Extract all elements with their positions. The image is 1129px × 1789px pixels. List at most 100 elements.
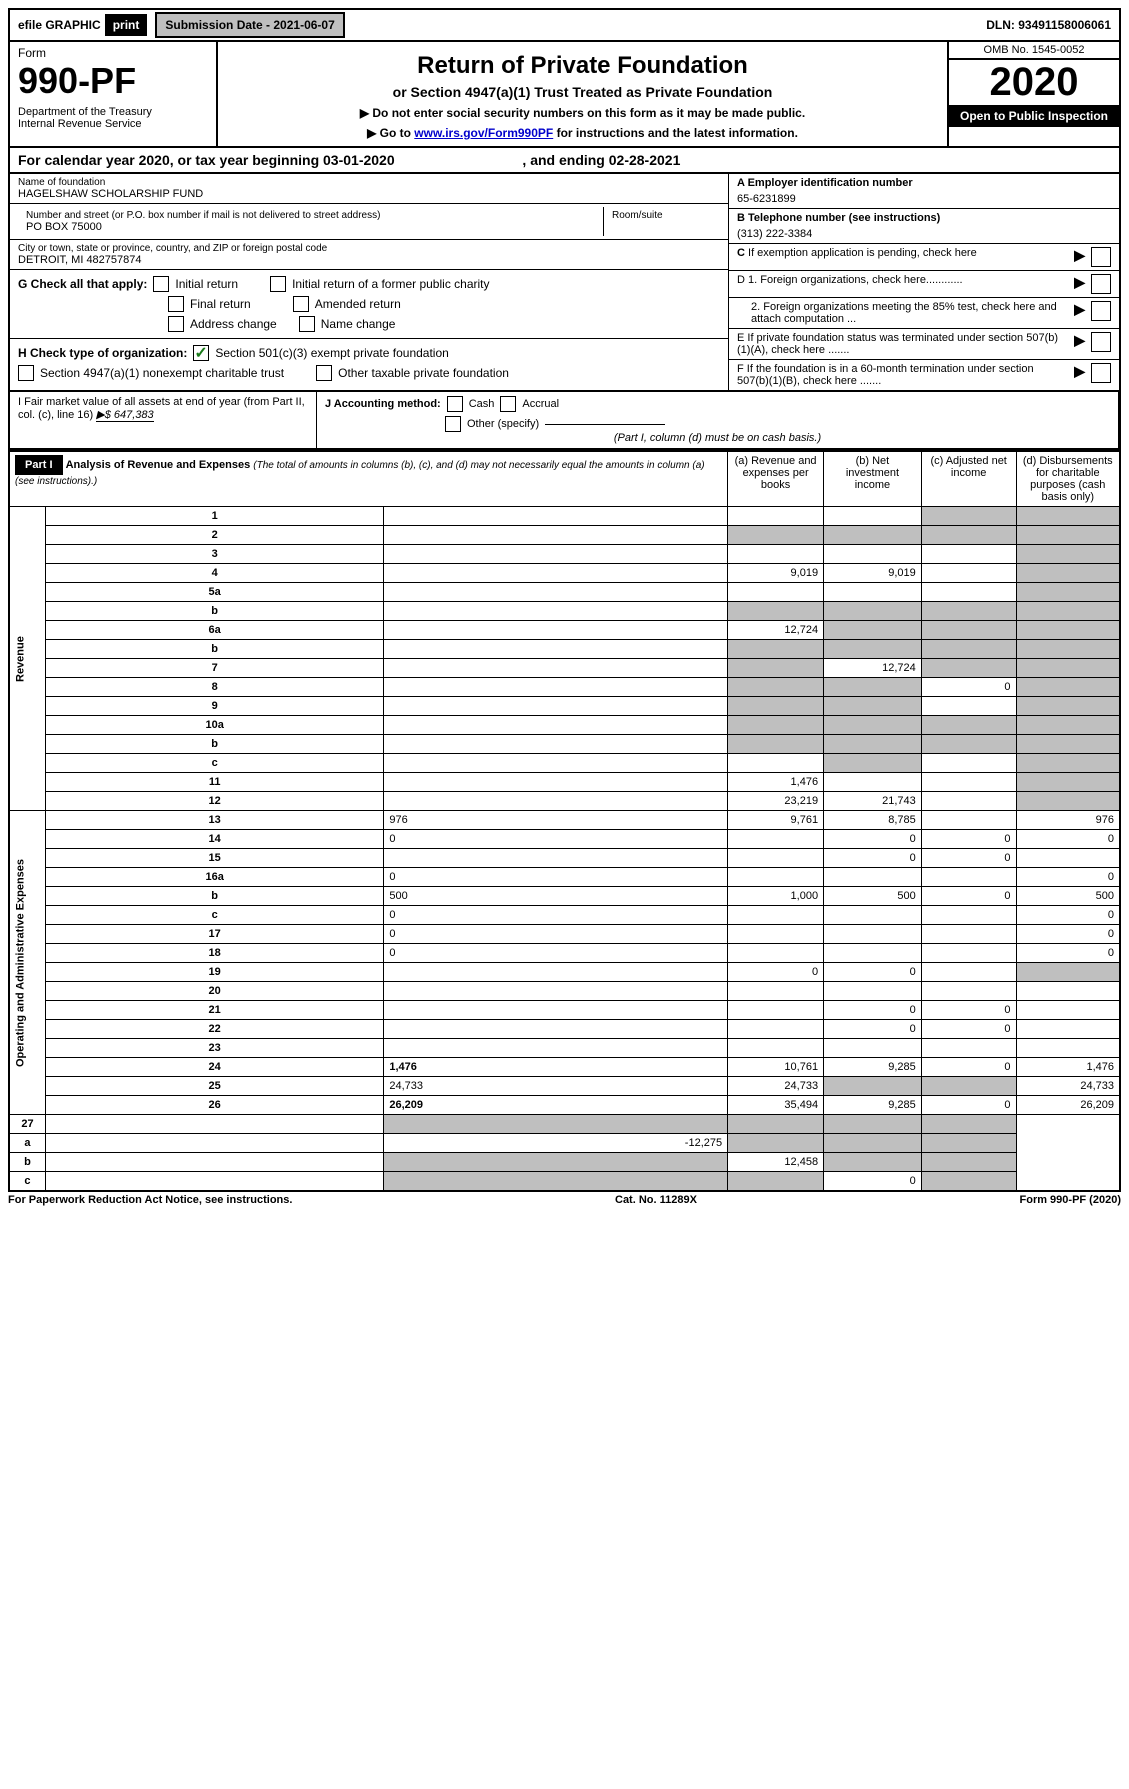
501c3-checkbox[interactable] <box>193 345 209 361</box>
value-cell: 976 <box>1016 811 1120 830</box>
final-return-checkbox[interactable] <box>168 296 184 312</box>
initial-former-label: Initial return of a former public charit… <box>292 277 489 291</box>
name-change-checkbox[interactable] <box>299 316 315 332</box>
line-description <box>384 602 728 621</box>
ein: 65-6231899 <box>737 189 1111 205</box>
initial-former-checkbox[interactable] <box>270 276 286 292</box>
value-cell <box>384 1153 728 1172</box>
top-bar: efile GRAPHIC print Submission Date - 20… <box>8 8 1121 42</box>
line-description: 0 <box>384 944 728 963</box>
line-description <box>384 1001 728 1020</box>
table-row: 21 0 0 <box>9 1001 1120 1020</box>
f-checkbox[interactable] <box>1091 363 1111 383</box>
accrual-label: Accrual <box>522 398 559 410</box>
c-checkbox[interactable] <box>1091 247 1111 267</box>
other-taxable-checkbox[interactable] <box>316 365 332 381</box>
value-cell <box>824 716 922 735</box>
line-number: 13 <box>45 811 383 830</box>
cash-checkbox[interactable] <box>447 396 463 412</box>
value-cell <box>1016 792 1120 811</box>
line-description <box>45 1115 383 1134</box>
table-row: 15 0 0 <box>9 849 1120 868</box>
d1-checkbox[interactable] <box>1091 274 1111 294</box>
value-cell <box>824 602 922 621</box>
initial-return-checkbox[interactable] <box>153 276 169 292</box>
value-cell <box>728 982 824 1001</box>
j-note: (Part I, column (d) must be on cash basi… <box>325 432 1110 444</box>
value-cell <box>824 982 922 1001</box>
entity-info: Name of foundation HAGELSHAW SCHOLARSHIP… <box>8 174 1121 392</box>
open-public: Open to Public Inspection <box>949 105 1119 127</box>
line-description <box>384 1020 728 1039</box>
value-cell <box>921 1115 1016 1134</box>
4947-label: Section 4947(a)(1) nonexempt charitable … <box>40 366 284 380</box>
addr-change-label: Address change <box>190 317 277 331</box>
table-row: 19 0 0 <box>9 963 1120 982</box>
other-method-checkbox[interactable] <box>445 416 461 432</box>
value-cell <box>1016 526 1120 545</box>
value-cell <box>1016 982 1120 1001</box>
table-row: 7 12,724 <box>9 659 1120 678</box>
value-cell <box>1016 602 1120 621</box>
amended-checkbox[interactable] <box>293 296 309 312</box>
value-cell <box>1016 507 1120 526</box>
value-cell: 0 <box>921 849 1016 868</box>
col-c: (c) Adjusted net income <box>921 451 1016 507</box>
table-row: b <box>9 735 1120 754</box>
value-cell <box>1016 963 1120 982</box>
value-cell: 9,761 <box>728 811 824 830</box>
addr-change-checkbox[interactable] <box>168 316 184 332</box>
footer-left: For Paperwork Reduction Act Notice, see … <box>8 1194 292 1206</box>
line-number: 27 <box>9 1115 45 1134</box>
line-description <box>384 507 728 526</box>
4947-checkbox[interactable] <box>18 365 34 381</box>
value-cell <box>1016 735 1120 754</box>
dln: DLN: 93491158006061 <box>978 14 1119 36</box>
foundation-name: HAGELSHAW SCHOLARSHIP FUND <box>18 188 720 200</box>
value-cell <box>1016 1020 1120 1039</box>
value-cell <box>921 716 1016 735</box>
line-description <box>384 982 728 1001</box>
value-cell: 0 <box>921 887 1016 906</box>
value-cell <box>728 944 824 963</box>
line-number: a <box>9 1134 45 1153</box>
line-description <box>384 640 728 659</box>
d2-checkbox[interactable] <box>1091 301 1111 321</box>
value-cell: 1,000 <box>728 887 824 906</box>
form-instructions-link[interactable]: www.irs.gov/Form990PF <box>414 126 553 140</box>
line-description <box>384 773 728 792</box>
table-row: b <box>9 602 1120 621</box>
table-row: 25 24,733 24,733 24,733 <box>9 1077 1120 1096</box>
value-cell <box>728 906 824 925</box>
line-number: 16a <box>45 868 383 887</box>
table-row: a -12,275 <box>9 1134 1120 1153</box>
value-cell <box>728 583 824 602</box>
line-number: 11 <box>45 773 383 792</box>
e-checkbox[interactable] <box>1091 332 1111 352</box>
value-cell: 12,724 <box>824 659 922 678</box>
line-number: b <box>45 640 383 659</box>
city-state-zip: DETROIT, MI 482757874 <box>18 254 720 266</box>
value-cell <box>921 640 1016 659</box>
value-cell <box>921 564 1016 583</box>
footer-right: Form 990-PF (2020) <box>1020 1194 1121 1206</box>
value-cell <box>728 868 824 887</box>
value-cell: 0 <box>824 1020 922 1039</box>
line-description: 976 <box>384 811 728 830</box>
print-button[interactable]: print <box>105 14 148 36</box>
value-cell <box>1016 640 1120 659</box>
line-number: 2 <box>45 526 383 545</box>
value-cell: 26,209 <box>1016 1096 1120 1115</box>
value-cell <box>824 545 922 564</box>
value-cell: 10,761 <box>728 1058 824 1077</box>
line-description <box>384 849 728 868</box>
section-ij: I Fair market value of all assets at end… <box>8 392 1121 450</box>
table-row: c 0 <box>9 1172 1120 1192</box>
accrual-checkbox[interactable] <box>500 396 516 412</box>
line-description <box>384 678 728 697</box>
value-cell: 0 <box>824 1001 922 1020</box>
value-cell <box>824 526 922 545</box>
col-a: (a) Revenue and expenses per books <box>728 451 824 507</box>
value-cell <box>921 602 1016 621</box>
table-row: Operating and Administrative Expenses 13… <box>9 811 1120 830</box>
